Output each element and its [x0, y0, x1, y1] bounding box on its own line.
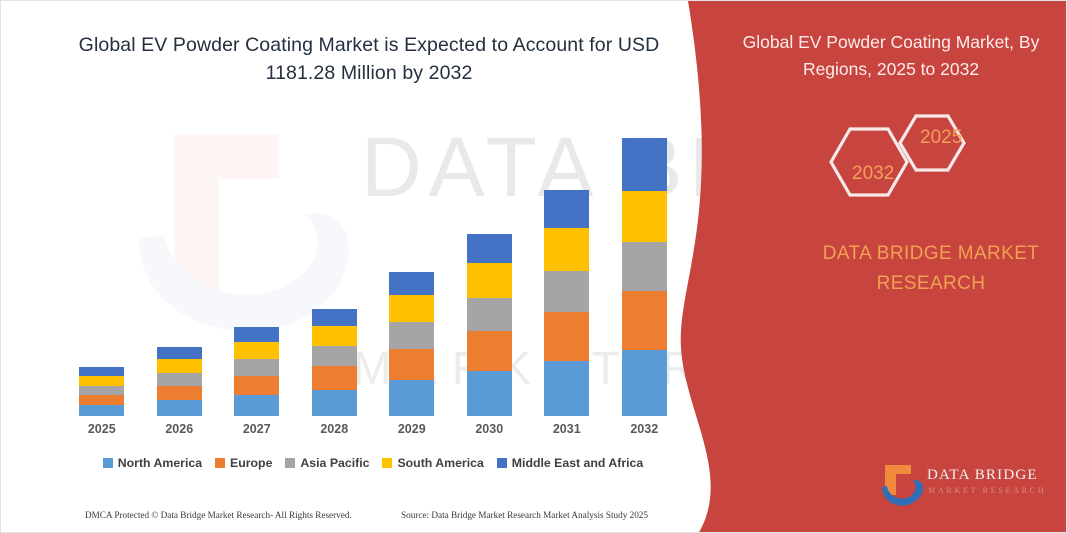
legend-label: Asia Pacific: [300, 456, 370, 470]
bar-segment-asia-pacific[interactable]: [311, 345, 357, 366]
bar-segment-middle-east-and-africa[interactable]: [621, 138, 667, 191]
bar-segment-south-america[interactable]: [156, 359, 202, 374]
legend-item-south-america[interactable]: South America: [382, 456, 484, 470]
bar-segment-middle-east-and-africa[interactable]: [389, 272, 435, 295]
bar-segment-asia-pacific[interactable]: [544, 271, 590, 313]
hexagon-group: 2032 2025: [821, 107, 1011, 217]
bar-segment-asia-pacific[interactable]: [234, 359, 280, 376]
legend-label: North America: [117, 456, 203, 470]
x-axis-label-2027: 2027: [242, 422, 271, 436]
bar-segment-south-america[interactable]: [621, 190, 667, 242]
legend-label: Middle East and Africa: [511, 456, 644, 470]
x-axis-label-2030: 2030: [475, 422, 504, 436]
bar-segment-europe[interactable]: [311, 365, 357, 390]
legend-swatch-icon: [215, 458, 226, 468]
legend-item-europe[interactable]: Europe: [215, 456, 272, 470]
bar-segment-europe[interactable]: [389, 348, 435, 381]
panel-title: Global EV Powder Coating Market, By Regi…: [742, 32, 1040, 79]
chart-x-axis: 2025 2026 2027 2028 2029 2030 2031 2032: [63, 422, 683, 436]
bar-segment-north-america[interactable]: [621, 350, 667, 416]
bar-2025[interactable]: [79, 366, 125, 416]
panel-brand-name: DATA BRIDGE MARKET RESEARCH: [822, 243, 1040, 294]
bar-2029[interactable]: [389, 272, 435, 416]
bar-2031[interactable]: [544, 189, 590, 416]
bar-segment-asia-pacific[interactable]: [389, 322, 435, 349]
stacked-bar-chart: [63, 101, 683, 416]
bar-slot: [296, 104, 374, 416]
x-axis-label-2025: 2025: [87, 422, 116, 436]
bar-segment-europe[interactable]: [156, 385, 202, 401]
page-title: Global EV Powder Coating Market is Expec…: [78, 34, 660, 84]
bar-2030[interactable]: [466, 233, 512, 416]
bar-segment-south-america[interactable]: [544, 228, 590, 272]
bar-2032[interactable]: [621, 138, 667, 416]
bar-segment-asia-pacific[interactable]: [79, 385, 125, 396]
hexagon-2025-label: 2025: [920, 127, 963, 148]
hexagon-2032-shape: [829, 127, 909, 197]
hexagon-2025-shape: [898, 114, 966, 172]
bar-segment-south-america[interactable]: [389, 294, 435, 323]
bar-segment-north-america[interactable]: [466, 371, 512, 416]
bar-segment-asia-pacific[interactable]: [466, 297, 512, 332]
bar-segment-europe[interactable]: [79, 395, 125, 406]
legend-item-middle-east-and-africa[interactable]: Middle East and Africa: [496, 456, 644, 470]
bar-segment-europe[interactable]: [621, 291, 667, 351]
footer-copyright: DMCA Protected © Data Bridge Market Rese…: [85, 510, 352, 520]
bar-segment-middle-east-and-africa[interactable]: [466, 233, 512, 263]
bar-segment-south-america[interactable]: [466, 262, 512, 298]
bar-segment-middle-east-and-africa[interactable]: [156, 346, 202, 360]
bar-2026[interactable]: [156, 346, 202, 416]
bar-slot: [63, 104, 141, 416]
bar-segment-middle-east-and-africa[interactable]: [311, 309, 357, 326]
bar-2028[interactable]: [311, 309, 357, 416]
bar-segment-middle-east-and-africa[interactable]: [79, 366, 125, 376]
brand-logo: DATA BRIDGE MARKET RESEARCH: [881, 463, 1051, 511]
bar-segment-north-america[interactable]: [389, 380, 435, 416]
legend-item-asia-pacific[interactable]: Asia Pacific: [285, 456, 369, 470]
legend-swatch-icon: [382, 458, 393, 468]
brand-logo-subtitle: MARKET RESEARCH: [928, 486, 1047, 495]
bar-slot: [141, 104, 219, 416]
bar-slot: [528, 104, 606, 416]
bar-slot: [451, 104, 529, 416]
chart-bars: [63, 104, 683, 416]
brand-logo-icon: [882, 465, 923, 506]
x-axis-label-2029: 2029: [397, 422, 426, 436]
bar-slot: [606, 104, 684, 416]
x-axis-label-2031: 2031: [552, 422, 581, 436]
bar-segment-south-america[interactable]: [311, 325, 357, 346]
bar-segment-middle-east-and-africa[interactable]: [234, 326, 280, 343]
bar-segment-north-america[interactable]: [79, 405, 125, 416]
bar-segment-europe[interactable]: [466, 331, 512, 372]
bar-slot: [218, 104, 296, 416]
legend-swatch-icon: [496, 458, 507, 468]
bar-slot: [373, 104, 451, 416]
bar-segment-north-america[interactable]: [544, 361, 590, 416]
bar-segment-south-america[interactable]: [234, 342, 280, 360]
bar-segment-europe[interactable]: [234, 375, 280, 395]
x-axis-label-2032: 2032: [630, 422, 659, 436]
bar-segment-north-america[interactable]: [311, 389, 357, 416]
chart-legend: North America Europe Asia Pacific South Ame…: [63, 456, 683, 470]
x-axis-label-2028: 2028: [320, 422, 349, 436]
legend-item-north-america[interactable]: North America: [102, 456, 203, 470]
bar-segment-north-america[interactable]: [234, 395, 280, 416]
bar-segment-south-america[interactable]: [79, 375, 125, 386]
x-axis-label-2026: 2026: [165, 422, 194, 436]
bar-segment-asia-pacific[interactable]: [156, 373, 202, 386]
bar-segment-asia-pacific[interactable]: [621, 241, 667, 292]
bar-segment-middle-east-and-africa[interactable]: [544, 189, 590, 229]
footer-source: Source: Data Bridge Market Research Mark…: [401, 510, 648, 520]
bar-2027[interactable]: [234, 326, 280, 416]
legend-swatch-icon: [102, 458, 113, 468]
legend-label: South America: [397, 456, 484, 470]
bar-segment-north-america[interactable]: [156, 400, 202, 416]
legend-swatch-icon: [285, 458, 296, 468]
hexagon-2032-label: 2032: [852, 163, 895, 184]
brand-logo-title: DATA BRIDGE: [927, 467, 1038, 483]
bar-segment-europe[interactable]: [544, 312, 590, 362]
legend-label: Europe: [230, 456, 273, 470]
